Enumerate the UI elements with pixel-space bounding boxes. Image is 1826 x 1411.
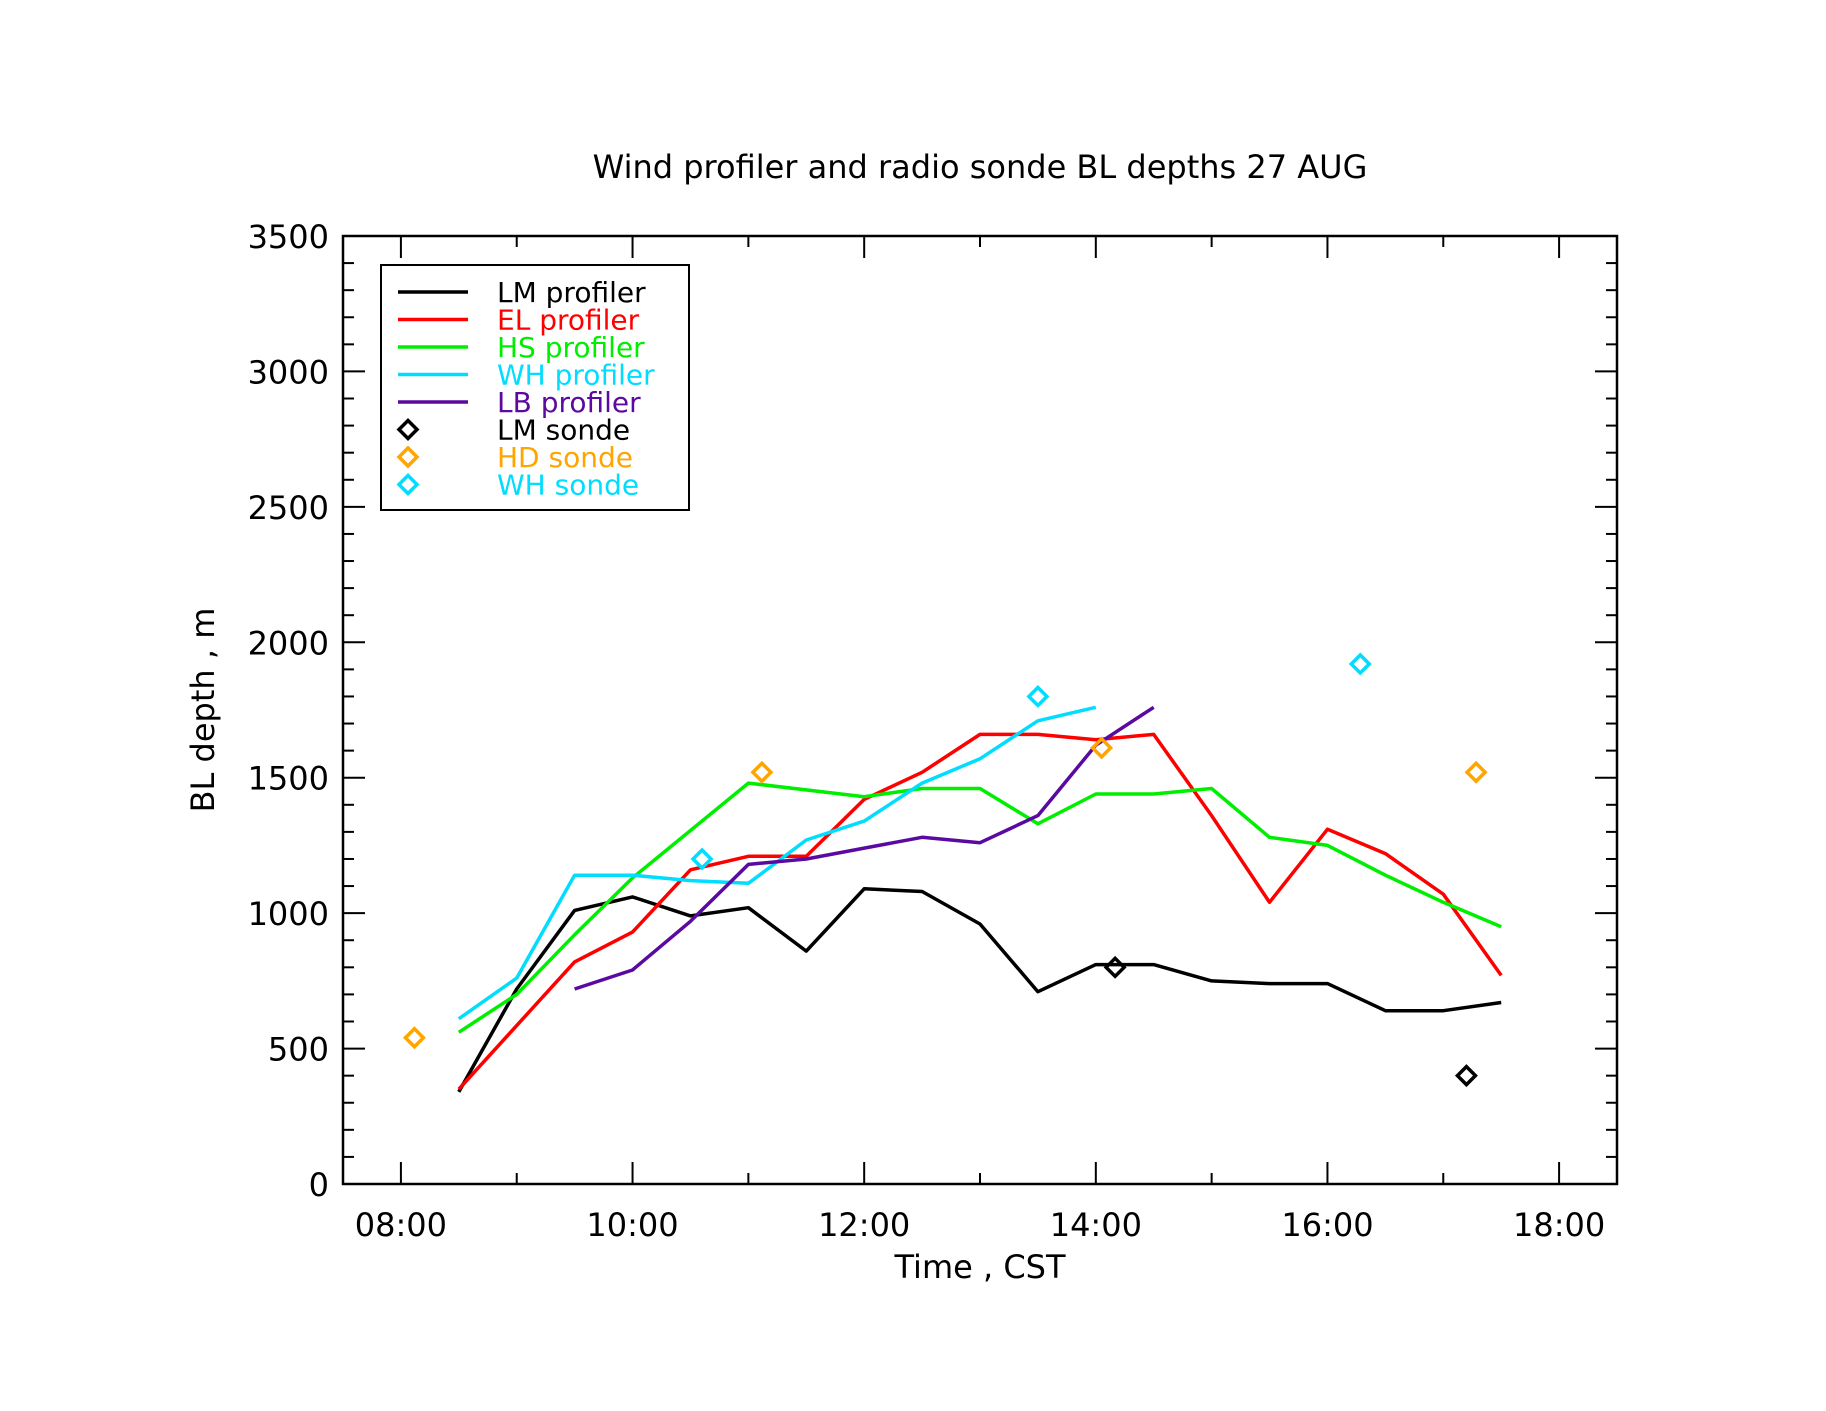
hd-sonde-marker <box>750 760 774 784</box>
wh-profiler-legend-label: WH profiler <box>497 359 655 392</box>
lb-profiler-line <box>574 705 1155 991</box>
wh-sonde-legend-swatch <box>396 473 420 496</box>
lm-profiler-line <box>457 887 1502 1093</box>
lm-sonde-marker <box>1103 955 1127 979</box>
y-tick-label: 2000 <box>248 624 329 662</box>
lm-sonde-legend-swatch <box>396 418 420 441</box>
el-profiler-legend-label: EL profiler <box>497 304 640 337</box>
wh-sonde-marker <box>690 847 714 871</box>
hd-sonde-legend-label: HD sonde <box>497 441 633 474</box>
hd-sonde-legend-swatch <box>396 445 420 469</box>
x-tick-labels: 08:00 10:00 12:00 14:00 16:00 18:00 <box>355 1206 1605 1244</box>
plot-frame <box>341 234 1619 1186</box>
x-axis-label: Time , CST <box>893 1248 1065 1286</box>
plot-data <box>402 652 1503 1093</box>
hd-sonde-marker <box>1090 736 1114 760</box>
y-tick-label: 500 <box>268 1031 329 1069</box>
x-tick-label: 14:00 <box>1050 1206 1142 1244</box>
y-tick-label: 2500 <box>248 489 329 527</box>
wh-sonde-legend-label: WH sonde <box>497 469 639 502</box>
x-tick-label: 08:00 <box>355 1206 447 1244</box>
lb-profiler-legend-label: LB profiler <box>497 386 641 419</box>
y-tick-label: 3500 <box>248 218 329 256</box>
y-tick-label: 1500 <box>248 760 329 798</box>
lm-sonde-marker <box>1454 1064 1478 1088</box>
y-tick-label: 3000 <box>248 353 329 391</box>
y-axis-label: BL depth , m <box>184 608 222 813</box>
chart-title: Wind profiler and radio sonde BL depths … <box>593 148 1368 186</box>
x-tick-label: 16:00 <box>1281 1206 1373 1244</box>
hd-sonde-marker <box>402 1026 426 1050</box>
lm-profiler-legend-label: LM profiler <box>497 276 646 309</box>
hs-profiler-line <box>457 781 1502 1034</box>
wh-sonde-marker <box>1026 684 1050 708</box>
y-tick-label: 0 <box>309 1166 329 1204</box>
hs-profiler-legend-label: HS profiler <box>497 331 645 364</box>
x-tick-label: 12:00 <box>818 1206 910 1244</box>
x-tick-label: 10:00 <box>586 1206 678 1244</box>
y-tick-labels: 0 500 1000 1500 2000 2500 3000 3500 <box>248 218 329 1204</box>
hd-sonde-marker <box>1464 760 1488 784</box>
wh-sonde-marker <box>1348 652 1372 676</box>
lm-sonde-legend-label: LM sonde <box>497 414 630 447</box>
y-tick-label: 1000 <box>248 895 329 933</box>
x-tick-label: 18:00 <box>1513 1206 1605 1244</box>
legend-box <box>380 264 690 511</box>
